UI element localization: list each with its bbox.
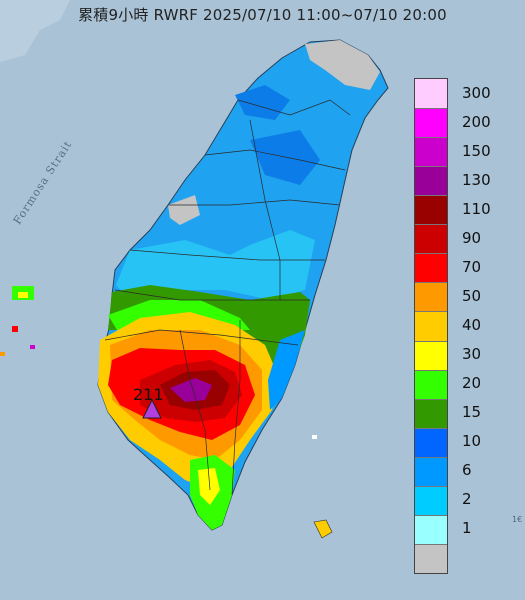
- legend-swatch: [415, 514, 447, 544]
- legend-label: 130: [462, 170, 491, 189]
- no-rain-area: [305, 40, 380, 90]
- legend-swatch: [415, 253, 447, 283]
- rain-zone-6: [268, 330, 305, 410]
- orchid-island: [313, 519, 333, 539]
- rainfall-legend: [414, 78, 448, 574]
- legend-label: 150: [462, 141, 491, 160]
- legend-label: 40: [462, 316, 482, 334]
- legend-label: 1: [462, 519, 472, 538]
- rain-zone-30: [198, 468, 220, 505]
- legend-label: 2: [462, 490, 472, 509]
- legend-swatch: [415, 311, 447, 341]
- legend-swatch: [415, 427, 447, 457]
- no-rain-area: [168, 195, 200, 225]
- triangle-marker-icon: [142, 398, 162, 419]
- legend-swatch: [415, 195, 447, 225]
- rain-zone-10: [250, 130, 320, 185]
- legend-swatch: [415, 79, 447, 109]
- legend-swatch: [415, 543, 447, 573]
- penghu-islands: [0, 286, 35, 356]
- legend-swatch: [415, 224, 447, 254]
- green-island: [312, 435, 317, 439]
- legend-label: 200: [462, 112, 491, 131]
- max-rainfall-value: 211: [133, 385, 164, 404]
- legend-swatch: [415, 485, 447, 515]
- legend-label: 110: [462, 199, 491, 218]
- rain-zone-2: [116, 230, 315, 300]
- legend-swatch: [415, 137, 447, 167]
- rain-zone-130: [170, 378, 212, 402]
- edge-label: 1€: [512, 515, 523, 524]
- legend-label: 70: [462, 257, 482, 276]
- map-title: 累積9小時 RWRF 2025/07/10 11:00~07/10 20:00: [78, 6, 447, 24]
- legend-swatch: [415, 369, 447, 399]
- legend-label: 20: [462, 374, 482, 393]
- legend-label: 50: [462, 286, 482, 305]
- legend-label: 10: [462, 432, 482, 451]
- legend-label: 30: [462, 345, 482, 364]
- legend-swatch: [415, 108, 447, 138]
- legend-label: 90: [462, 228, 482, 247]
- legend-label: 6: [462, 461, 472, 480]
- legend-swatch: [415, 340, 447, 370]
- legend-swatch: [415, 166, 447, 196]
- legend-swatch: [415, 282, 447, 312]
- legend-swatch: [415, 398, 447, 428]
- legend-swatch: [415, 456, 447, 486]
- mainland-coast: [0, 0, 70, 62]
- legend-label: 300: [462, 83, 491, 102]
- legend-label: 15: [462, 403, 482, 422]
- county-boundaries: [104, 99, 351, 496]
